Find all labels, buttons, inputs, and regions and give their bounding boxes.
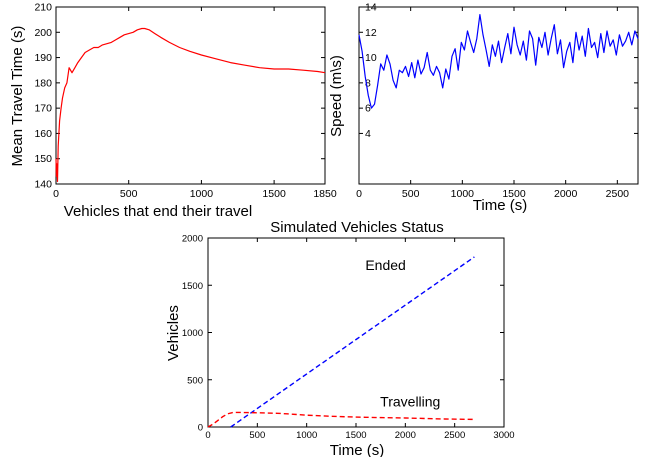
chart-speed: 0 500 1000 1500 2000 2500 4 6 8 10 12 14 Time (s) Spe… <box>328 2 639 214</box>
series-line-1 <box>207 411 475 428</box>
y-tick-label: 200 <box>34 27 52 39</box>
y-tick-label: 210 <box>34 2 52 14</box>
y-tick-label: 1500 <box>182 281 203 292</box>
y-tick-label: 10 <box>365 52 377 64</box>
x-tick-label: 2000 <box>395 430 416 441</box>
y-axis-label: Mean Travel Time (s) <box>9 26 26 167</box>
y-axis-label: Speed (m\s) <box>328 55 345 137</box>
y-tick-label: 4 <box>365 128 371 140</box>
y-tick-label: 6 <box>365 103 371 115</box>
y-axis-label: Vehicles <box>165 305 182 361</box>
y-tick-label: 140 <box>34 179 52 191</box>
x-tick-label: 2000 <box>554 188 578 200</box>
x-tick-label: 2500 <box>606 188 630 200</box>
x-tick-label: 500 <box>249 430 265 441</box>
chart-mean-travel-time: 0 500 1000 1500 1850 140 150 160 170 180 190 200 210… <box>9 2 337 221</box>
x-tick-label: 1500 <box>502 188 526 200</box>
y-tick-label: 170 <box>34 103 52 115</box>
x-tick-label: 1000 <box>190 188 214 200</box>
x-axis-label: Time (s) <box>330 442 384 457</box>
y-tick-label: 190 <box>34 52 52 64</box>
y-tick-label: 160 <box>34 128 52 140</box>
y-tick-label: 8 <box>365 77 371 89</box>
x-tick-label: 1000 <box>296 430 317 441</box>
x-tick-label: 1000 <box>451 188 475 200</box>
series-line-0 <box>358 14 639 109</box>
x-tick-label: 3000 <box>493 430 514 441</box>
y-tick-label: 2000 <box>182 234 203 245</box>
y-tick-label: 0 <box>198 423 203 434</box>
plot-frame <box>207 237 505 428</box>
series-line-0 <box>230 256 475 428</box>
x-tick-label: 1850 <box>313 188 337 200</box>
x-tick-label: 500 <box>120 188 138 200</box>
chart-title: Simulated Vehicles Status <box>270 219 443 236</box>
x-tick-label: 2500 <box>444 430 465 441</box>
y-tick-label: 150 <box>34 153 52 165</box>
y-tick-label: 14 <box>365 2 377 14</box>
x-tick-label: 0 <box>53 188 59 200</box>
x-axis-label: Time (s) <box>473 197 527 214</box>
x-tick-label: 500 <box>402 188 420 200</box>
y-tick-label: 180 <box>34 77 52 89</box>
annotation-label: Travelling <box>380 394 440 410</box>
x-axis-label: Vehicles that end their travel <box>64 203 252 220</box>
x-tick-label: 1500 <box>262 188 286 200</box>
y-tick-label: 1000 <box>182 328 203 339</box>
x-tick-label: 0 <box>356 188 362 200</box>
series-line-0 <box>55 27 326 183</box>
chart-simulated-vehicles-status: 0 500 1000 1500 2000 2500 3000 0 500 1000 1500 2000… <box>165 219 515 457</box>
x-tick-label: 0 <box>205 430 210 441</box>
plot-frame <box>55 6 326 185</box>
annotation-label: Ended <box>365 257 405 273</box>
y-tick-label: 500 <box>187 375 203 386</box>
plot-frame <box>358 6 639 185</box>
x-tick-label: 1500 <box>345 430 366 441</box>
y-tick-label: 12 <box>365 27 377 39</box>
